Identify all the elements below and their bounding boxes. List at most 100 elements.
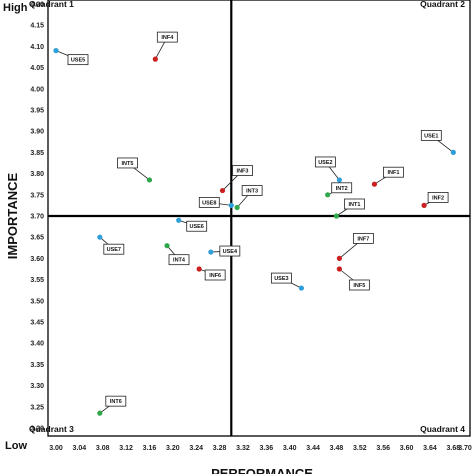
point-label: INT3 bbox=[246, 189, 258, 195]
point-label-box bbox=[331, 182, 353, 194]
data-point bbox=[53, 48, 59, 54]
quadrant-1-label: Quadrant 1 bbox=[29, 0, 74, 9]
point-label-box bbox=[186, 220, 208, 232]
point-label-box bbox=[103, 243, 125, 255]
point-label: INF5 bbox=[353, 283, 365, 289]
point-label-box bbox=[117, 157, 138, 169]
y-tick-label: 3.25 bbox=[30, 404, 44, 411]
y-tick-label: 4.10 bbox=[30, 44, 44, 51]
x-tick-label: 3.36 bbox=[260, 445, 274, 452]
y-tick-label: 3.35 bbox=[30, 362, 44, 369]
x-tick-label: 3.08 bbox=[96, 445, 110, 452]
point-label-box bbox=[352, 232, 374, 244]
x-tick-label: 3.00 bbox=[49, 445, 63, 452]
x-tick-label: 3.40 bbox=[283, 445, 297, 452]
point-label: INT1 bbox=[348, 202, 360, 208]
point-label-box bbox=[383, 166, 404, 178]
point-label-box bbox=[105, 395, 127, 407]
point-label-box bbox=[270, 272, 292, 284]
y-tick-label: 3.55 bbox=[30, 277, 44, 284]
y-axis-ticks: 3.20 3.25 3.30 3.35 3.40 3.45 3.50 3.55 3.60 3.65… bbox=[30, 2, 44, 433]
data-point bbox=[208, 249, 214, 255]
point-label: INF1 bbox=[387, 170, 399, 176]
x-tick-label: 3.16 bbox=[143, 445, 157, 452]
x-tick-label: 3.70 bbox=[458, 445, 472, 452]
y-tick-label: 3.95 bbox=[30, 108, 44, 115]
point-label: INT5 bbox=[122, 161, 134, 167]
data-point bbox=[333, 213, 340, 219]
x-tick-label: 3.68 bbox=[447, 445, 461, 452]
quadrant-3-label: Quadrant 3 bbox=[29, 424, 74, 434]
y-tick-label: 3.45 bbox=[30, 320, 44, 327]
point-label-box bbox=[420, 129, 442, 141]
point-label-box bbox=[168, 254, 190, 266]
data-point bbox=[97, 234, 103, 240]
point-label-box bbox=[67, 54, 89, 66]
y-tick-label: 3.85 bbox=[30, 150, 44, 157]
quadrant-2-label: Quadrant 2 bbox=[420, 0, 465, 9]
point-label: INF7 bbox=[357, 236, 369, 242]
point-label-box bbox=[314, 156, 336, 168]
data-point bbox=[336, 255, 342, 261]
point-label: USE3 bbox=[274, 276, 288, 282]
point-label-box bbox=[241, 185, 263, 196]
x-tick-label: 3.28 bbox=[213, 445, 227, 452]
x-tick-label: 3.44 bbox=[306, 445, 320, 452]
point-label-box bbox=[348, 279, 370, 291]
point-label-box bbox=[344, 198, 365, 210]
point-label: INF6 bbox=[209, 273, 221, 279]
x-axis-title: PERFORMANCE bbox=[211, 466, 313, 474]
point-label: USE4 bbox=[223, 249, 238, 255]
y-tick-label: 3.65 bbox=[30, 235, 44, 242]
point-label: USE5 bbox=[71, 58, 85, 64]
quadrant-4-label: Quadrant 4 bbox=[420, 424, 465, 434]
y-tick-label: 3.75 bbox=[30, 192, 44, 199]
point-label: INF2 bbox=[432, 195, 444, 201]
y-low-label: Low bbox=[5, 440, 27, 452]
point-label: USE2 bbox=[318, 160, 332, 166]
data-point bbox=[421, 202, 427, 208]
x-tick-label: 3.60 bbox=[400, 445, 414, 452]
data-point bbox=[146, 177, 153, 183]
data-point bbox=[298, 285, 304, 291]
point-label: INT6 bbox=[110, 399, 122, 405]
data-point bbox=[234, 204, 240, 211]
y-tick-label: 3.80 bbox=[30, 171, 44, 178]
x-axis-ticks: 3.00 3.04 3.08 3.12 3.16 3.20 3.24 3.28 3.32 3.36… bbox=[49, 445, 472, 452]
y-tick-label: 3.20 bbox=[30, 426, 44, 433]
point-label: USE1 bbox=[424, 133, 438, 139]
x-tick-label: 3.64 bbox=[423, 445, 437, 452]
x-tick-label: 3.04 bbox=[73, 445, 87, 452]
point-label-box bbox=[427, 191, 449, 203]
x-tick-label: 3.12 bbox=[119, 445, 133, 452]
data-point bbox=[176, 217, 182, 223]
y-tick-label: 3.50 bbox=[30, 298, 44, 305]
data-point bbox=[196, 266, 202, 272]
data-point bbox=[97, 410, 103, 416]
y-tick-label: 4.05 bbox=[30, 65, 44, 72]
point-label: INT2 bbox=[336, 186, 348, 192]
y-tick-label: 3.40 bbox=[30, 341, 44, 348]
y-high-label: High bbox=[3, 2, 28, 14]
data-point bbox=[219, 187, 226, 194]
point-label: USE8 bbox=[202, 200, 216, 206]
point-label-box bbox=[204, 269, 226, 281]
y-axis-title: IMPORTANCE bbox=[5, 172, 20, 259]
point-label-box bbox=[232, 165, 253, 176]
data-point bbox=[152, 56, 158, 62]
x-tick-label: 3.52 bbox=[353, 445, 367, 452]
y-tick-label: 4.15 bbox=[30, 23, 44, 30]
data-point bbox=[325, 192, 331, 198]
y-tick-label: 3.90 bbox=[30, 129, 44, 136]
x-tick-label: 3.56 bbox=[376, 445, 390, 452]
y-tick-label: 3.30 bbox=[30, 383, 44, 390]
point-label-box bbox=[198, 196, 220, 208]
point-label: USE6 bbox=[190, 224, 204, 230]
data-point bbox=[450, 149, 456, 155]
data-point bbox=[371, 181, 378, 187]
point-label-box bbox=[156, 31, 178, 43]
y-tick-label: 4.00 bbox=[30, 86, 44, 93]
plot-frame bbox=[47, 0, 471, 437]
data-points: USE5 INF4 INT5 INF3 USE8 INT3 USE6 USE7 INT4 USE4… bbox=[53, 31, 456, 416]
